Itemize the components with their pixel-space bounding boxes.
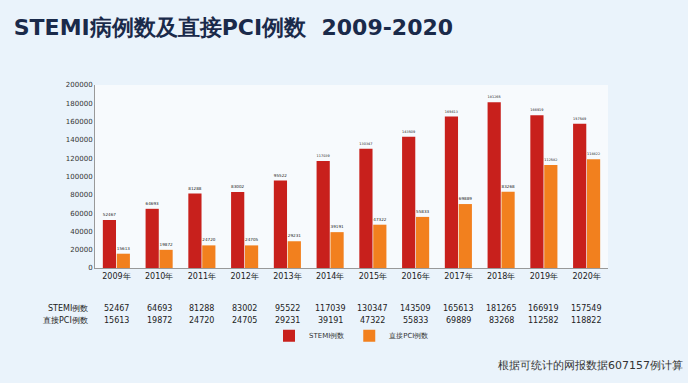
svg-text:157549: 157549 bbox=[573, 117, 586, 121]
svg-text:112582: 112582 bbox=[528, 316, 559, 325]
svg-text:24720: 24720 bbox=[189, 316, 214, 325]
svg-text:29231: 29231 bbox=[275, 316, 300, 325]
svg-text:STEMI例数: STEMI例数 bbox=[309, 332, 344, 340]
svg-text:2019年: 2019年 bbox=[530, 272, 558, 281]
svg-text:2016年: 2016年 bbox=[401, 272, 429, 281]
svg-text:39191: 39191 bbox=[318, 316, 343, 325]
svg-text:157549: 157549 bbox=[571, 304, 602, 313]
svg-text:15613: 15613 bbox=[117, 246, 130, 251]
svg-text:19872: 19872 bbox=[160, 242, 173, 247]
svg-text:2020年: 2020年 bbox=[572, 272, 600, 281]
svg-text:69889: 69889 bbox=[446, 316, 471, 325]
svg-text:64693: 64693 bbox=[147, 304, 172, 313]
svg-text:81288: 81288 bbox=[188, 186, 201, 191]
svg-text:81288: 81288 bbox=[189, 304, 214, 313]
svg-text:60000: 60000 bbox=[70, 210, 92, 218]
svg-text:165613: 165613 bbox=[445, 110, 458, 114]
svg-text:52467: 52467 bbox=[104, 304, 129, 313]
svg-text:24720: 24720 bbox=[202, 237, 215, 242]
svg-text:29231: 29231 bbox=[288, 233, 301, 238]
svg-text:STEMI病例数及直接PCI例数 2009-2020: STEMI病例数及直接PCI例数 2009-2020 bbox=[14, 15, 453, 40]
svg-text:20000: 20000 bbox=[70, 246, 92, 254]
svg-text:181265: 181265 bbox=[488, 95, 501, 99]
svg-text:2012年: 2012年 bbox=[230, 272, 258, 281]
svg-text:2015年: 2015年 bbox=[359, 272, 387, 281]
svg-text:118822: 118822 bbox=[571, 316, 602, 325]
svg-text:根据可统计的网报数据607157例计算: 根据可统计的网报数据607157例计算 bbox=[498, 359, 683, 372]
svg-text:直接PCI例数: 直接PCI例数 bbox=[43, 316, 88, 325]
svg-text:100000: 100000 bbox=[66, 173, 93, 181]
svg-text:39191: 39191 bbox=[331, 224, 344, 229]
svg-text:95522: 95522 bbox=[275, 304, 300, 313]
svg-text:83002: 83002 bbox=[231, 184, 244, 189]
svg-text:24705: 24705 bbox=[245, 237, 258, 242]
svg-text:200000: 200000 bbox=[66, 81, 93, 89]
svg-text:130347: 130347 bbox=[359, 142, 372, 146]
svg-text:143509: 143509 bbox=[400, 304, 431, 313]
svg-text:2010年: 2010年 bbox=[145, 272, 173, 281]
svg-text:83268: 83268 bbox=[502, 184, 515, 189]
svg-text:166919: 166919 bbox=[530, 108, 543, 112]
svg-text:STEMI例数: STEMI例数 bbox=[48, 304, 88, 313]
svg-text:117039: 117039 bbox=[315, 304, 346, 313]
svg-text:117039: 117039 bbox=[317, 154, 330, 158]
svg-text:160000: 160000 bbox=[66, 118, 93, 126]
svg-text:24705: 24705 bbox=[232, 316, 257, 325]
svg-text:95522: 95522 bbox=[274, 173, 287, 178]
svg-text:143509: 143509 bbox=[402, 130, 415, 134]
svg-text:120000: 120000 bbox=[66, 155, 93, 163]
svg-text:55833: 55833 bbox=[416, 209, 429, 214]
svg-text:2013年: 2013年 bbox=[273, 272, 301, 281]
svg-text:55833: 55833 bbox=[403, 316, 428, 325]
svg-text:2017年: 2017年 bbox=[444, 272, 472, 281]
svg-text:47322: 47322 bbox=[373, 217, 386, 222]
svg-text:2018年: 2018年 bbox=[487, 272, 515, 281]
svg-text:80000: 80000 bbox=[70, 191, 92, 199]
svg-text:40000: 40000 bbox=[70, 228, 92, 236]
svg-text:2009年: 2009年 bbox=[102, 272, 130, 281]
svg-text:118822: 118822 bbox=[587, 152, 600, 156]
svg-text:2014年: 2014年 bbox=[316, 272, 344, 281]
svg-text:112582: 112582 bbox=[544, 158, 557, 162]
svg-text:64693: 64693 bbox=[146, 201, 159, 206]
svg-text:2011年: 2011年 bbox=[188, 272, 216, 281]
svg-text:83002: 83002 bbox=[232, 304, 257, 313]
svg-text:130347: 130347 bbox=[357, 304, 388, 313]
svg-text:69889: 69889 bbox=[459, 196, 472, 201]
svg-text:52467: 52467 bbox=[103, 212, 116, 217]
svg-text:166919: 166919 bbox=[528, 304, 559, 313]
svg-text:165613: 165613 bbox=[443, 304, 474, 313]
svg-text:181265: 181265 bbox=[486, 304, 517, 313]
svg-text:0: 0 bbox=[88, 264, 92, 272]
svg-text:83268: 83268 bbox=[489, 316, 514, 325]
svg-text:19872: 19872 bbox=[147, 316, 172, 325]
svg-text:140000: 140000 bbox=[66, 136, 93, 144]
svg-text:180000: 180000 bbox=[66, 100, 93, 108]
svg-text:15613: 15613 bbox=[104, 316, 129, 325]
svg-text:直接PCI例数: 直接PCI例数 bbox=[389, 332, 428, 340]
svg-text:47322: 47322 bbox=[360, 316, 385, 325]
